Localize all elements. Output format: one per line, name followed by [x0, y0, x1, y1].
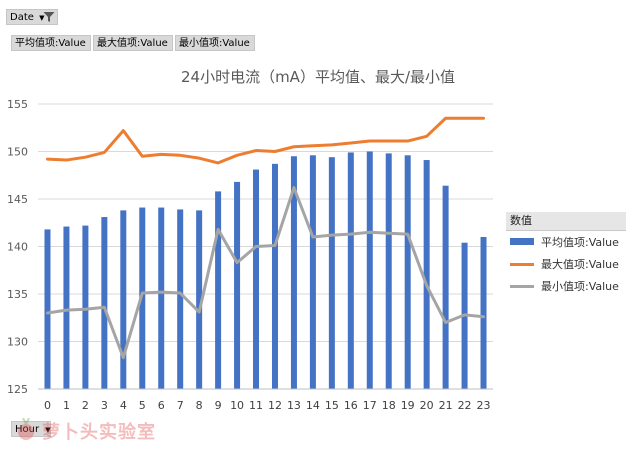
chart-title: 24小时电流（mA）平均值、最大/最小值	[181, 68, 455, 86]
bar-average	[234, 181, 241, 389]
value-field-min[interactable]: 最小值项:Value	[175, 35, 255, 51]
x-tick-label: 9	[215, 399, 222, 412]
y-tick-label: 145	[7, 193, 28, 206]
x-tick-label: 18	[382, 399, 396, 412]
x-tick-label: 0	[44, 399, 51, 412]
y-tick-label: 130	[7, 336, 28, 349]
x-tick-label: 15	[325, 399, 339, 412]
line-min	[45, 186, 486, 360]
bar-average	[309, 155, 316, 389]
bar-average	[101, 217, 108, 389]
dropdown-arrow-icon: ▼	[39, 14, 45, 22]
y-tick-label: 135	[7, 288, 28, 301]
x-tick-label: 14	[306, 399, 320, 412]
bar-average	[177, 209, 184, 389]
legend-swatch-average	[510, 238, 534, 245]
x-tick-label: 20	[420, 399, 434, 412]
watermark-text: 萝卜头实验室	[42, 422, 156, 443]
legend-item-min: 最小值项:Value	[506, 275, 626, 297]
bar-average	[480, 237, 487, 389]
bar-average	[63, 226, 70, 389]
bar-average	[328, 157, 335, 389]
legend-label-min: 最小值项:Value	[541, 280, 619, 293]
bar-average	[423, 160, 430, 389]
filter-funnel-icon	[43, 12, 55, 22]
legend-label-average: 平均值项:Value	[541, 236, 619, 249]
x-tick-label: 7	[177, 399, 184, 412]
legend-title: 数值	[506, 212, 626, 231]
bar-average	[253, 169, 260, 389]
x-tick-label: 13	[287, 399, 301, 412]
hour-filter-label: Hour	[15, 424, 39, 435]
bar-average	[196, 210, 203, 389]
y-tick-label: 125	[7, 383, 28, 396]
x-tick-label: 1	[63, 399, 70, 412]
bar-average	[385, 153, 392, 389]
x-tick-label: 2	[82, 399, 89, 412]
value-field-max[interactable]: 最大值项:Value	[93, 35, 173, 51]
x-tick-label: 23	[477, 399, 491, 412]
bar-average	[347, 152, 354, 389]
bar-average	[158, 207, 165, 389]
legend: 数值 平均值项:Value 最大值项:Value 最小值项:Value	[506, 212, 626, 302]
x-tick-label: 19	[401, 399, 415, 412]
value-field-max-label: 最大值项:Value	[97, 38, 168, 49]
x-tick-label: 5	[139, 399, 146, 412]
date-filter-button[interactable]: Date ▼	[6, 9, 58, 25]
x-tick-label: 11	[249, 399, 263, 412]
y-tick-label: 155	[7, 98, 28, 111]
bar-average	[271, 163, 278, 389]
watermark: 萝卜头实验室	[14, 416, 189, 444]
date-filter-label: Date	[10, 12, 34, 23]
value-field-average-label: 平均值项:Value	[15, 38, 86, 49]
bar-average	[366, 151, 373, 389]
value-field-min-label: 最小值项:Value	[179, 38, 250, 49]
x-tick-label: 16	[344, 399, 358, 412]
bar-average	[290, 156, 297, 389]
y-tick-label: 140	[7, 241, 28, 254]
hour-filter-button[interactable]: Hour ▼	[11, 421, 51, 437]
legend-item-max: 最大值项:Value	[506, 253, 626, 275]
line-max	[45, 116, 486, 165]
bar-average	[44, 229, 51, 389]
x-tick-label: 12	[268, 399, 282, 412]
bar-average	[404, 155, 411, 389]
bar-average	[82, 225, 89, 389]
legend-swatch-max	[510, 263, 534, 266]
dropdown-arrow-icon: ▼	[45, 426, 51, 434]
bar-average	[442, 185, 449, 389]
x-tick-label: 17	[363, 399, 377, 412]
bar-average	[120, 210, 127, 389]
x-tick-label: 8	[196, 399, 203, 412]
x-tick-label: 4	[120, 399, 127, 412]
y-tick-label: 150	[7, 146, 28, 159]
x-tick-label: 21	[439, 399, 453, 412]
x-tick-label: 22	[458, 399, 472, 412]
radish-logo-icon	[18, 418, 34, 440]
legend-swatch-min	[510, 285, 534, 288]
value-field-average[interactable]: 平均值项:Value	[11, 35, 91, 51]
legend-label-max: 最大值项:Value	[541, 258, 619, 271]
x-tick-label: 6	[158, 399, 165, 412]
bar-average	[215, 191, 222, 389]
legend-item-average: 平均值项:Value	[506, 231, 626, 253]
x-tick-label: 10	[230, 399, 244, 412]
x-tick-label: 3	[101, 399, 108, 412]
